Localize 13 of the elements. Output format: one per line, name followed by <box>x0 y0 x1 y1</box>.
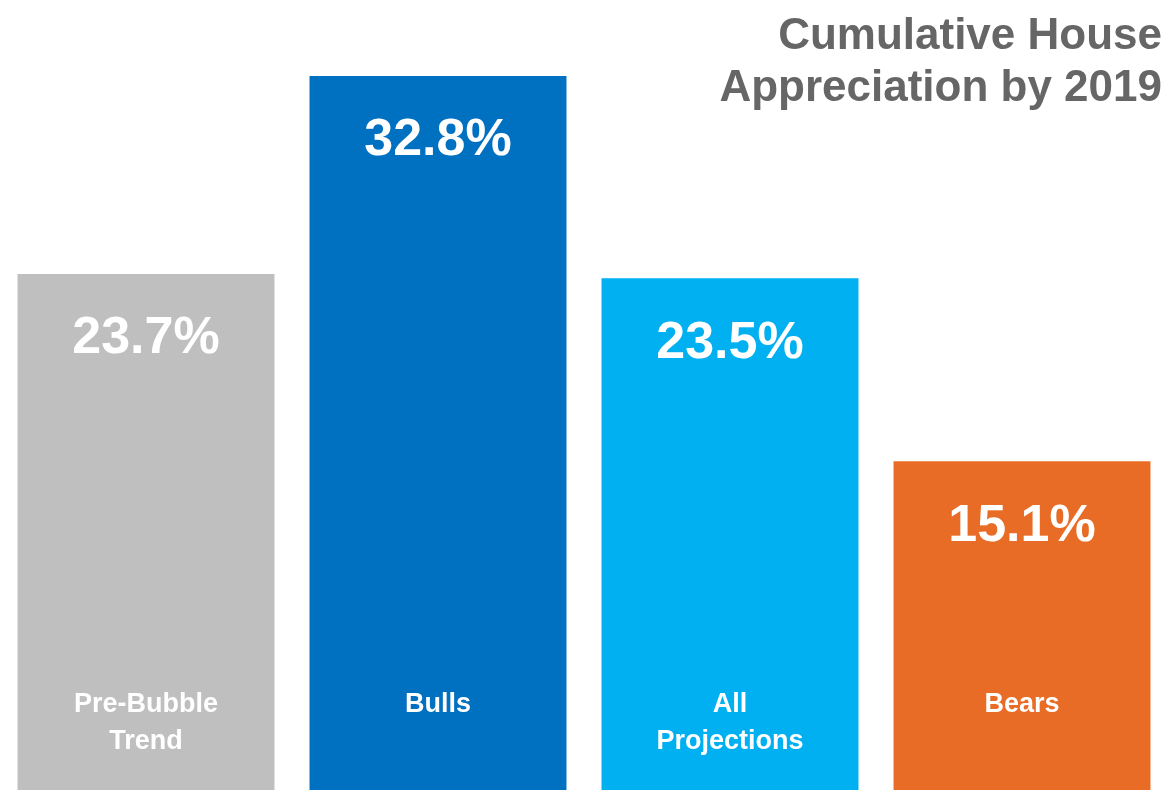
data-label: 23.7% <box>72 306 220 365</box>
x-tick-label: Bears <box>984 688 1060 719</box>
data-label: 23.5% <box>656 310 804 369</box>
bar <box>17 274 275 790</box>
x-tick-label: All Projections <box>656 688 804 756</box>
bar <box>309 75 567 790</box>
bar <box>893 461 1151 790</box>
bar <box>601 278 859 790</box>
x-tick-label: Pre-Bubble Trend <box>73 688 219 756</box>
data-label: 15.1% <box>948 493 1096 552</box>
x-tick-label: Bulls <box>404 688 472 719</box>
chart-title: Cumulative House Appreciation by 2019 <box>718 8 1162 112</box>
data-label: 32.8% <box>364 108 512 167</box>
